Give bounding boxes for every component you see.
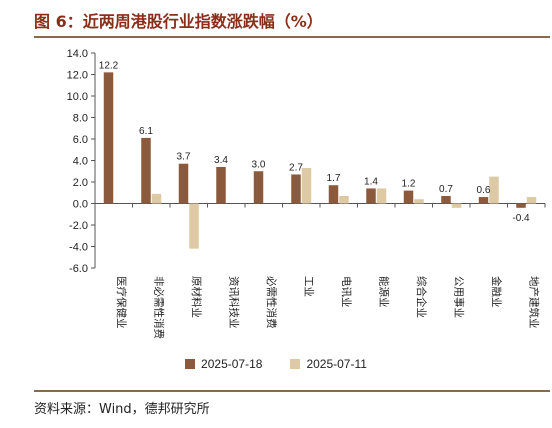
bar-series-1 <box>141 137 151 204</box>
x-category-label: 地产建筑业 <box>527 276 540 329</box>
chart-axes: -6.0 -4.0 -2.0 0.0 2.0 4.0 6.0 8.0 10.0 12.0 14.0 <box>67 48 546 275</box>
data-label: 3.0 <box>252 159 266 170</box>
data-label: 0.6 <box>477 185 491 196</box>
bar-series-1 <box>253 171 264 204</box>
x-category-label: 电讯业 <box>340 276 353 308</box>
bar-series-2 <box>189 203 199 249</box>
bar-series-1 <box>366 188 376 204</box>
bar-series-1 <box>103 72 114 204</box>
chart-labels: 12.2 医疗保健业 6.1 非必需性消费 3.7 原材料业 3.4 资讯科技业 3.0 必需性消… <box>99 60 540 339</box>
bar-series-2 <box>301 168 312 204</box>
data-label: 12.2 <box>99 60 119 71</box>
source-rule <box>34 390 550 392</box>
y-tick-label: 14.0 <box>67 48 88 60</box>
data-label: 1.7 <box>327 173 341 184</box>
y-tick-label: -6.0 <box>69 263 88 275</box>
y-tick-label: 4.0 <box>73 156 88 168</box>
source-note: 资料来源：Wind，德邦研究所 <box>34 402 210 417</box>
legend-label-series-2: 2025-07-11 <box>306 357 367 371</box>
bar-series-2 <box>339 195 349 204</box>
title-rule <box>34 36 550 38</box>
bar-series-1 <box>403 190 414 204</box>
x-category-label: 能源业 <box>377 276 390 308</box>
data-label: 3.4 <box>214 155 228 166</box>
bar-series-2 <box>451 203 462 208</box>
y-tick-label: 2.0 <box>73 177 88 189</box>
legend-swatch-series-1 <box>185 359 196 369</box>
data-label: 1.4 <box>364 176 378 187</box>
bar-series-2 <box>489 176 499 204</box>
figure-title: 图 6：近两周港股行业指数涨跌幅（%） <box>34 12 323 31</box>
y-tick-label: 0.0 <box>73 199 88 211</box>
x-category-label: 资讯科技业 <box>227 276 240 329</box>
bar-series-1 <box>291 174 301 204</box>
y-tick-label: 6.0 <box>73 134 88 146</box>
x-category-label: 必需性消费 <box>265 276 278 329</box>
data-label: 1.2 <box>402 179 416 190</box>
bar-series-1 <box>178 163 189 204</box>
chart-legend: 2025-07-18 2025-07-11 <box>0 357 552 371</box>
data-label: 6.1 <box>139 126 153 137</box>
bar-series-1 <box>216 166 226 204</box>
legend-item-series-2: 2025-07-11 <box>290 357 367 371</box>
legend-swatch-series-2 <box>290 359 301 369</box>
y-tick-label: 8.0 <box>73 113 88 125</box>
y-tick-label: 12.0 <box>67 70 88 82</box>
x-category-label: 金融业 <box>490 276 503 308</box>
bar-series-1 <box>328 185 339 204</box>
chart-bars <box>103 72 537 249</box>
x-category-label: 工业 <box>302 276 314 297</box>
data-label: 2.7 <box>289 162 303 173</box>
bar-series-1 <box>441 195 451 204</box>
legend-item-series-1: 2025-07-18 <box>185 357 262 371</box>
data-label: 0.7 <box>439 184 453 195</box>
bar-series-2 <box>376 188 387 204</box>
bar-series-1 <box>478 197 489 204</box>
bar-series-2 <box>526 197 537 204</box>
data-label: -0.4 <box>512 213 530 224</box>
bar-series-2 <box>151 193 162 204</box>
y-tick-label: 10.0 <box>67 91 88 103</box>
x-category-label: 原材料业 <box>190 276 203 318</box>
x-category-label: 公用事业 <box>452 276 465 318</box>
y-tick-label: -2.0 <box>69 220 88 232</box>
bar-series-1 <box>516 203 526 208</box>
x-category-label: 综合企业 <box>415 276 428 318</box>
bar-series-2 <box>414 199 424 204</box>
x-category-label: 非必需性消费 <box>152 276 165 339</box>
legend-label-series-1: 2025-07-18 <box>201 357 263 371</box>
y-tick-label: -4.0 <box>69 242 88 254</box>
x-category-label: 医疗保健业 <box>115 276 128 329</box>
data-label: 3.7 <box>177 152 191 163</box>
